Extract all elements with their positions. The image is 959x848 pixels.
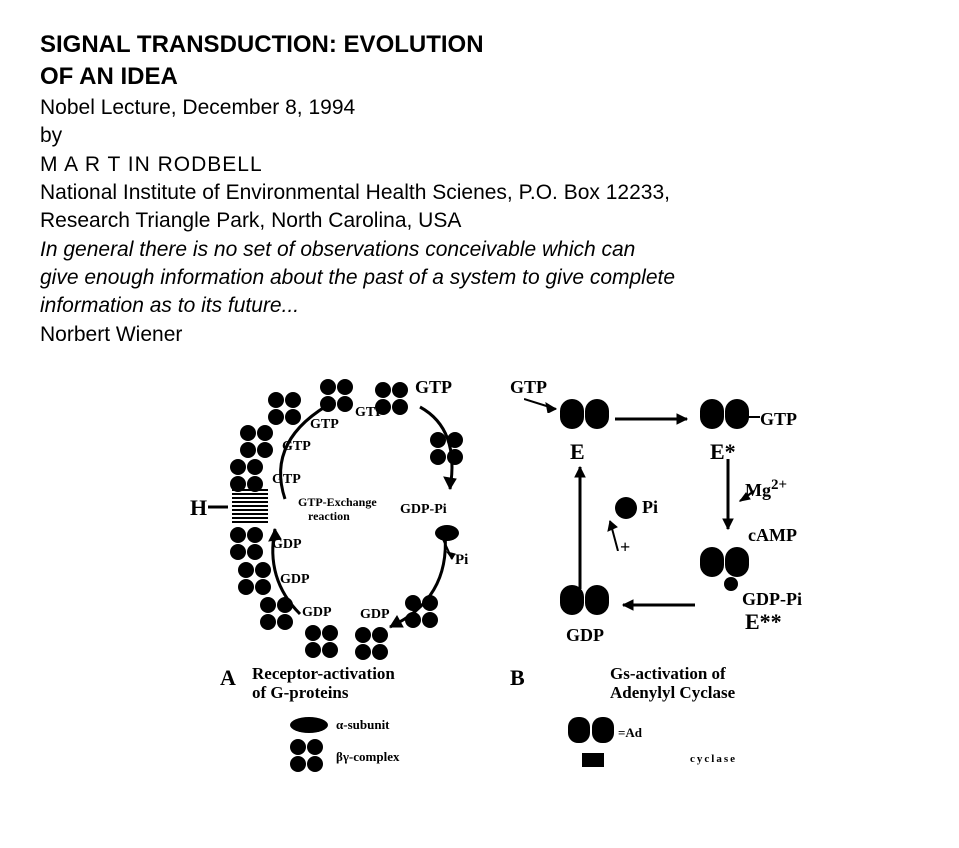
reaction-arrow-icon [615, 411, 695, 427]
gtp-label: GTP [760, 409, 797, 430]
legend-bg-label: βγ-complex [336, 749, 399, 765]
panel-b-caption-2: Adenylyl Cyclase [610, 683, 735, 702]
reaction-arrow-icon [615, 597, 695, 613]
legend-alpha-label: α-subunit [336, 717, 390, 733]
legend-cyclase-label: cyclase [690, 753, 737, 765]
legend-bg-icon [290, 739, 324, 772]
affiliation-line-1: National Institute of Environmental Heal… [40, 179, 919, 207]
mg-sup: 2+ [771, 477, 787, 493]
legend-cyclase-icon [582, 753, 604, 767]
reaction-arrow-icon [720, 459, 736, 537]
panel-b-caption-1: Gs-activation of [610, 664, 726, 683]
legend-ad-label: =Ad [618, 725, 642, 741]
hormone-h-label: H [190, 495, 207, 521]
by-line: by [40, 122, 919, 150]
lecture-line: Nobel Lecture, December 8, 1994 [40, 94, 919, 122]
cycle-arrow-icon [245, 389, 455, 639]
e-starstar-label: E** [745, 609, 782, 635]
panel-b-letter: B [510, 665, 525, 691]
panel-a-caption-1: Receptor-activation [252, 664, 395, 683]
plus-label: + [620, 537, 630, 558]
quote-line-2: give enough information about the past o… [40, 264, 919, 292]
author-line: M A R T IN RODBELL [40, 151, 919, 179]
pi-label: Pi [455, 552, 468, 569]
gdp-label: GDP [566, 625, 604, 646]
panel-a-letter: A [220, 665, 236, 691]
enzyme-dimer-icon [560, 585, 609, 615]
camp-label: cAMP [748, 525, 797, 546]
reaction-arrow-icon [572, 459, 588, 589]
legend-alpha-icon [290, 717, 328, 733]
quote-line-1: In general there is no set of observatio… [40, 236, 919, 264]
title-line-2: OF AN IDEA [40, 62, 919, 92]
quote-line-3: information as to its future... [40, 292, 919, 320]
pi-sphere-icon [615, 497, 637, 519]
panel-a-caption: Receptor-activation of G-proteins [252, 665, 395, 702]
legend-ad-icon [568, 717, 614, 743]
gdp-pi-label: GDP-Pi [742, 589, 802, 610]
quote-author: Norbert Wiener [40, 321, 919, 349]
enzyme-dimer-icon [700, 547, 749, 577]
affiliation-line-2: Research Triangle Park, North Carolina, … [40, 207, 919, 235]
enzyme-dimer-icon [560, 399, 609, 429]
panel-b-caption: Gs-activation of Adenylyl Cyclase [610, 665, 735, 702]
pi-label: Pi [642, 497, 658, 518]
signal-transduction-diagram: GTP GTP GTP GTP GTP H GTP-Exchange react… [190, 377, 820, 797]
panel-a-caption-2: of G-proteins [252, 683, 349, 702]
gdp-pi-sphere-icon [724, 577, 738, 591]
title-line-1: SIGNAL TRANSDUCTION: EVOLUTION [40, 30, 919, 60]
